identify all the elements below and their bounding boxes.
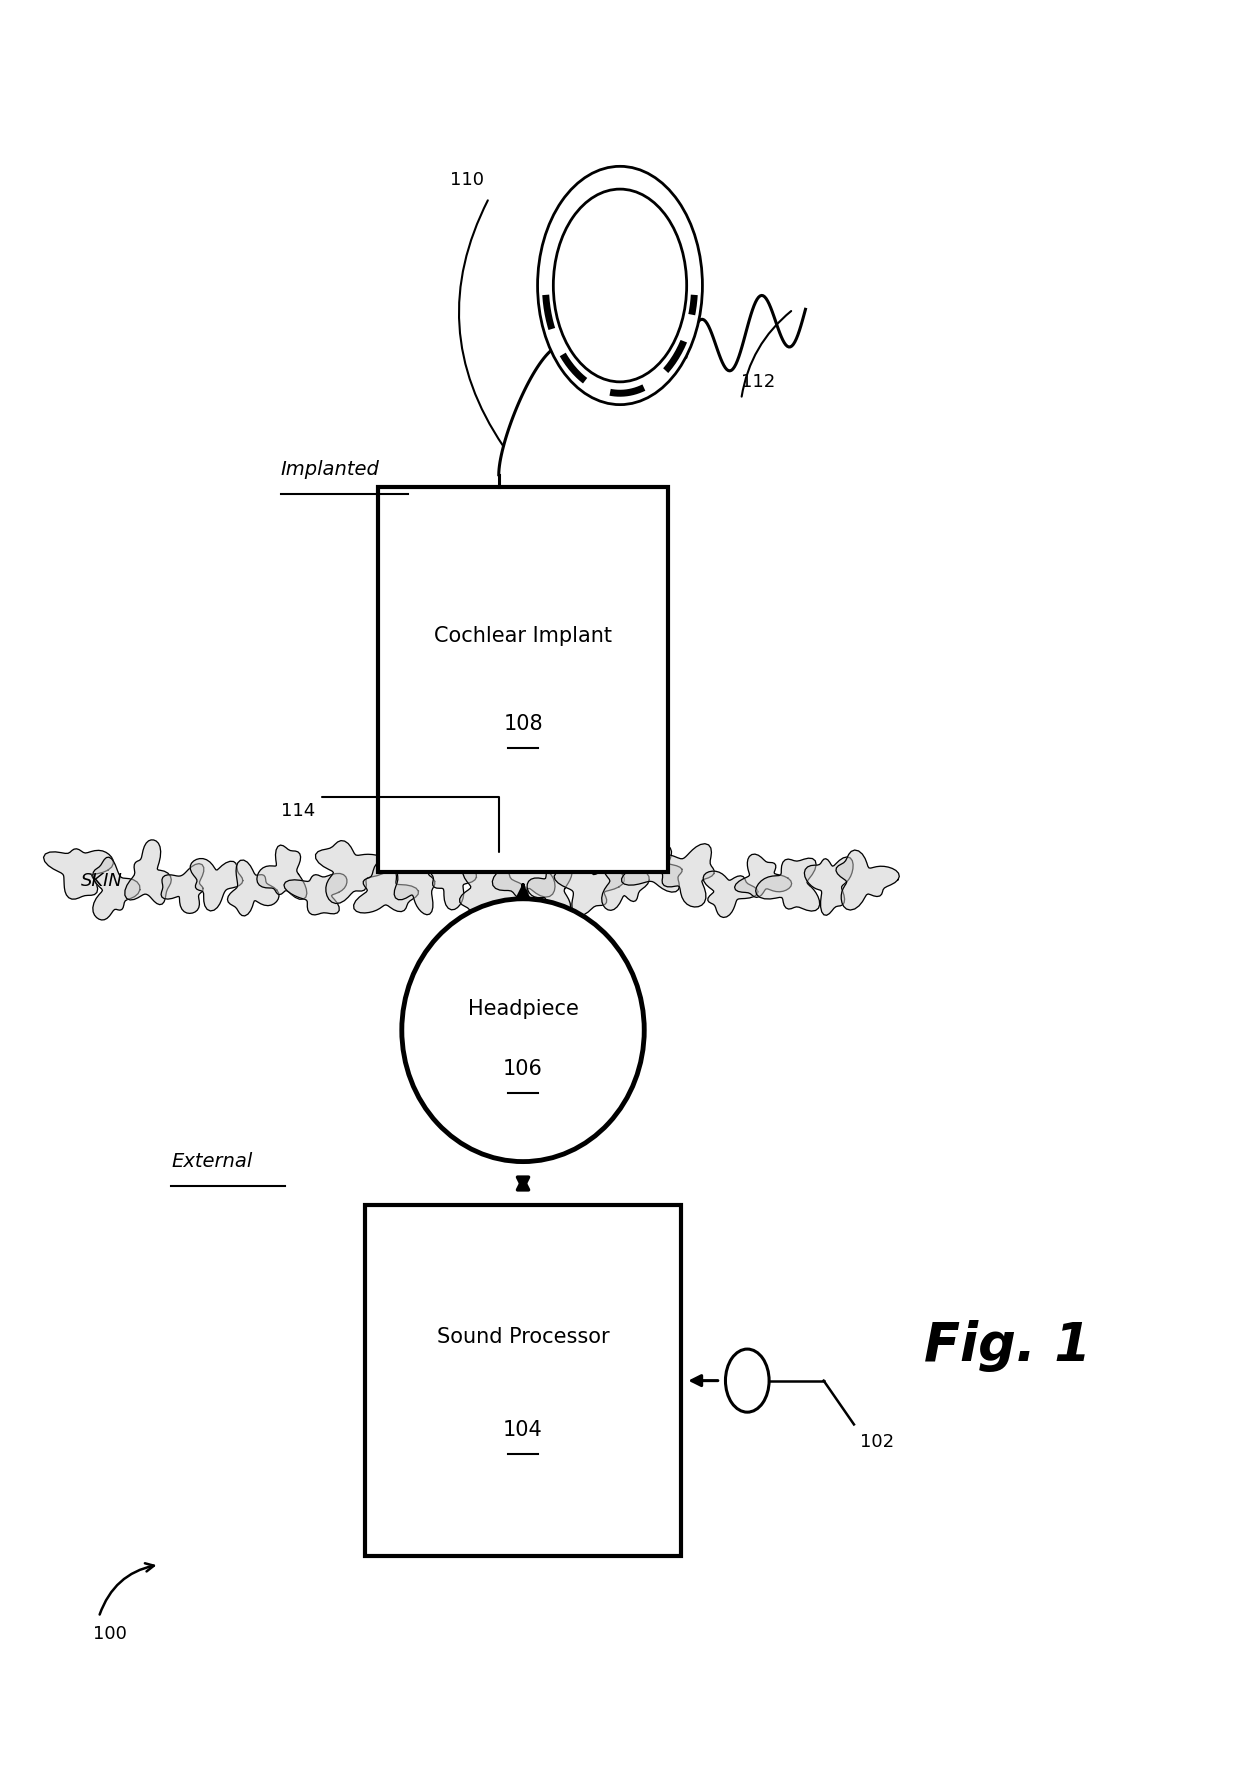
- Polygon shape: [257, 846, 306, 899]
- Polygon shape: [353, 862, 418, 913]
- Polygon shape: [601, 844, 650, 910]
- Text: External: External: [171, 1152, 253, 1171]
- Text: 106: 106: [503, 1059, 543, 1079]
- Polygon shape: [190, 858, 243, 911]
- Polygon shape: [755, 858, 820, 911]
- Ellipse shape: [402, 899, 645, 1162]
- Text: 110: 110: [450, 171, 485, 189]
- Text: Implanted: Implanted: [280, 459, 379, 479]
- Text: 114: 114: [280, 803, 315, 821]
- Polygon shape: [703, 870, 758, 917]
- Text: Sound Processor: Sound Processor: [436, 1326, 609, 1347]
- Text: Fig. 1: Fig. 1: [924, 1319, 1091, 1372]
- Circle shape: [553, 189, 687, 383]
- Polygon shape: [125, 840, 171, 904]
- Polygon shape: [93, 858, 140, 920]
- Polygon shape: [554, 865, 624, 915]
- Text: Cochlear Implant: Cochlear Implant: [434, 627, 613, 646]
- Polygon shape: [655, 844, 714, 908]
- Polygon shape: [315, 840, 391, 904]
- Text: 104: 104: [503, 1420, 543, 1440]
- Polygon shape: [805, 856, 853, 915]
- Circle shape: [538, 166, 702, 404]
- Polygon shape: [284, 874, 347, 915]
- Circle shape: [725, 1349, 769, 1412]
- Polygon shape: [227, 860, 279, 917]
- Text: 100: 100: [93, 1625, 126, 1643]
- Polygon shape: [43, 849, 113, 899]
- Polygon shape: [836, 851, 899, 910]
- Polygon shape: [161, 863, 203, 913]
- Polygon shape: [394, 846, 435, 915]
- Bar: [366, 1205, 681, 1556]
- Text: Headpiece: Headpiece: [467, 999, 578, 1020]
- Polygon shape: [527, 865, 572, 911]
- Text: 112: 112: [742, 372, 775, 392]
- Polygon shape: [460, 856, 528, 922]
- Text: SKIN: SKIN: [81, 872, 123, 890]
- Text: 108: 108: [503, 714, 543, 733]
- Polygon shape: [427, 853, 476, 910]
- Polygon shape: [621, 842, 682, 892]
- Polygon shape: [492, 835, 556, 897]
- Bar: [377, 488, 668, 872]
- Polygon shape: [734, 854, 791, 897]
- Text: 102: 102: [861, 1433, 894, 1451]
